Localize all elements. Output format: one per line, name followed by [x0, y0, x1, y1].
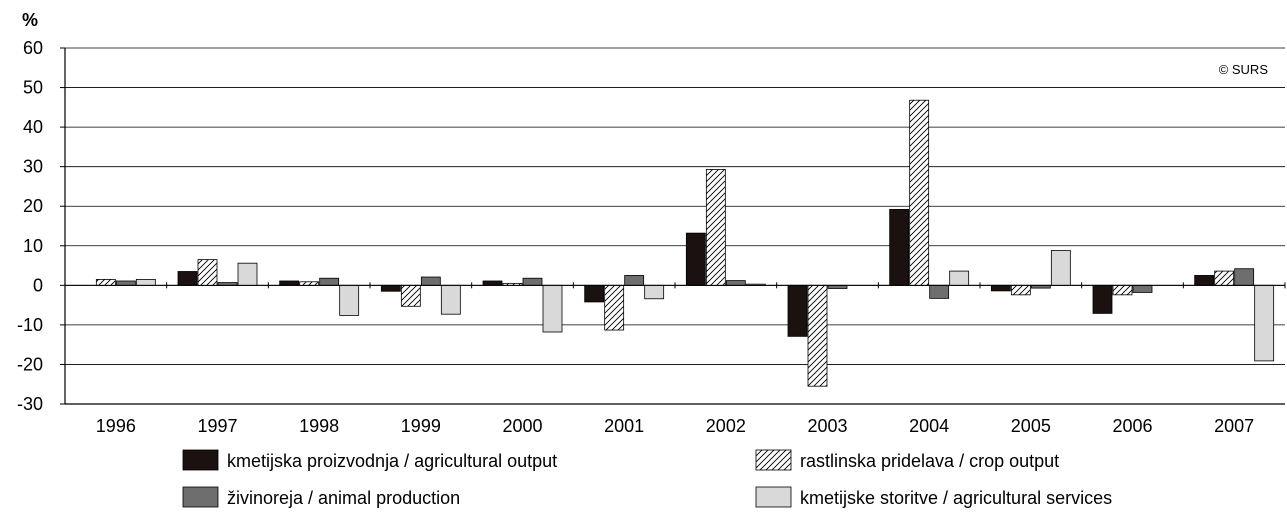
bar-1996-series-2	[95, 278, 116, 286]
bar-2007-series-4	[1254, 284, 1275, 362]
axes	[64, 48, 1285, 405]
bar-1998-series-1	[279, 280, 300, 286]
bar-2002-series-2	[705, 169, 726, 286]
bar-2000-series-1	[482, 280, 503, 286]
y-tick-label: 30	[23, 157, 43, 177]
y-tick-label: 0	[33, 275, 43, 295]
legend-label: rastlinska pridelava / crop output	[800, 451, 1059, 471]
x-tick-label: 2007	[1214, 416, 1254, 436]
bar-2000-series-3	[522, 277, 543, 286]
bar-2003-series-1	[787, 284, 808, 337]
bar-2005-series-1	[990, 284, 1011, 292]
bar-2004-series-1	[889, 208, 910, 286]
y-tick-label: 60	[23, 38, 43, 58]
bar-2002-series-3	[725, 280, 746, 286]
legend-item: kmetijska proizvodnja / agricultural out…	[182, 449, 557, 471]
x-tick-label: 2005	[1011, 416, 1051, 436]
watermark: © SURS	[1219, 62, 1269, 77]
bar-1996-series-3	[115, 280, 136, 286]
legend-swatch	[182, 449, 219, 471]
legend-label: živinoreja / animal production	[227, 488, 460, 508]
bar-2005-series-2	[1010, 284, 1031, 296]
bar-2001-series-1	[584, 284, 605, 303]
y-axis-unit: %	[22, 10, 38, 30]
y-tick-label: 20	[23, 196, 43, 216]
bar-1998-series-2	[299, 281, 320, 286]
bar-2003-series-2	[807, 284, 828, 387]
x-tick-label: 2000	[502, 416, 542, 436]
y-tick-label: 40	[23, 117, 43, 137]
bar-1999-series-1	[380, 284, 401, 292]
x-tick-label: 1999	[401, 416, 441, 436]
bar-1997-series-1	[177, 271, 198, 286]
x-tick-label: 2004	[909, 416, 949, 436]
bar-1998-series-4	[339, 284, 360, 316]
bar-1999-series-2	[400, 284, 421, 307]
bar-2006-series-2	[1112, 284, 1133, 296]
legend-label: kmetijske storitve / agricultural servic…	[800, 488, 1112, 508]
bar-2005-series-4	[1050, 250, 1071, 286]
bar-2002-series-1	[685, 232, 706, 286]
bar-2006-series-3	[1132, 284, 1153, 293]
bar-2007-series-3	[1234, 268, 1255, 286]
legend-swatch	[182, 486, 219, 508]
bar-2001-series-4	[644, 284, 665, 300]
x-axis: 1996 1997 1998 1999 2000 2001 2002 2003 2004 2005…	[64, 282, 1286, 436]
x-tick-label: 2003	[807, 416, 847, 436]
bar-1997-series-2	[197, 259, 218, 286]
x-tick-label: 1997	[197, 416, 237, 436]
y-tick-label: -20	[17, 354, 43, 374]
y-axis: 60 50 40 30 20 10 0 -10 -20 -30	[17, 38, 65, 414]
legend-item: rastlinska pridelava / crop output	[755, 449, 1059, 471]
x-tick-label: 1998	[299, 416, 339, 436]
bar-1999-series-3	[420, 276, 441, 286]
y-tick-label: 50	[23, 78, 43, 98]
bar-1996-series-4	[135, 278, 156, 286]
legend: kmetijska proizvodnja / agricultural out…	[182, 449, 1112, 508]
bars	[95, 99, 1275, 387]
legend-item: živinoreja / animal production	[182, 486, 460, 508]
bar-2000-series-4	[542, 284, 563, 333]
y-tick-label: -30	[17, 394, 43, 414]
bar-1998-series-3	[319, 277, 340, 286]
legend-label: kmetijska proizvodnja / agricultural out…	[227, 451, 557, 471]
bar-2004-series-2	[909, 99, 930, 286]
bar-1999-series-4	[440, 284, 461, 315]
x-tick-label: 2006	[1112, 416, 1152, 436]
y-tick-label: -10	[17, 315, 43, 335]
grid	[65, 47, 1285, 365]
y-tick-label: 10	[23, 236, 43, 256]
bar-2001-series-3	[624, 275, 645, 286]
bar-2007-series-1	[1194, 275, 1215, 286]
legend-swatch	[755, 486, 792, 508]
bar-2004-series-4	[949, 270, 970, 286]
bar-2004-series-3	[929, 284, 950, 299]
legend-item: kmetijske storitve / agricultural servic…	[755, 486, 1112, 508]
bar-2001-series-2	[604, 284, 625, 331]
x-tick-label: 2001	[604, 416, 644, 436]
bar-2006-series-1	[1092, 284, 1113, 314]
bar-1997-series-4	[237, 262, 258, 286]
bar-2007-series-2	[1214, 270, 1235, 286]
x-tick-label: 1996	[96, 416, 136, 436]
x-tick-label: 2002	[706, 416, 746, 436]
legend-swatch	[755, 449, 792, 471]
